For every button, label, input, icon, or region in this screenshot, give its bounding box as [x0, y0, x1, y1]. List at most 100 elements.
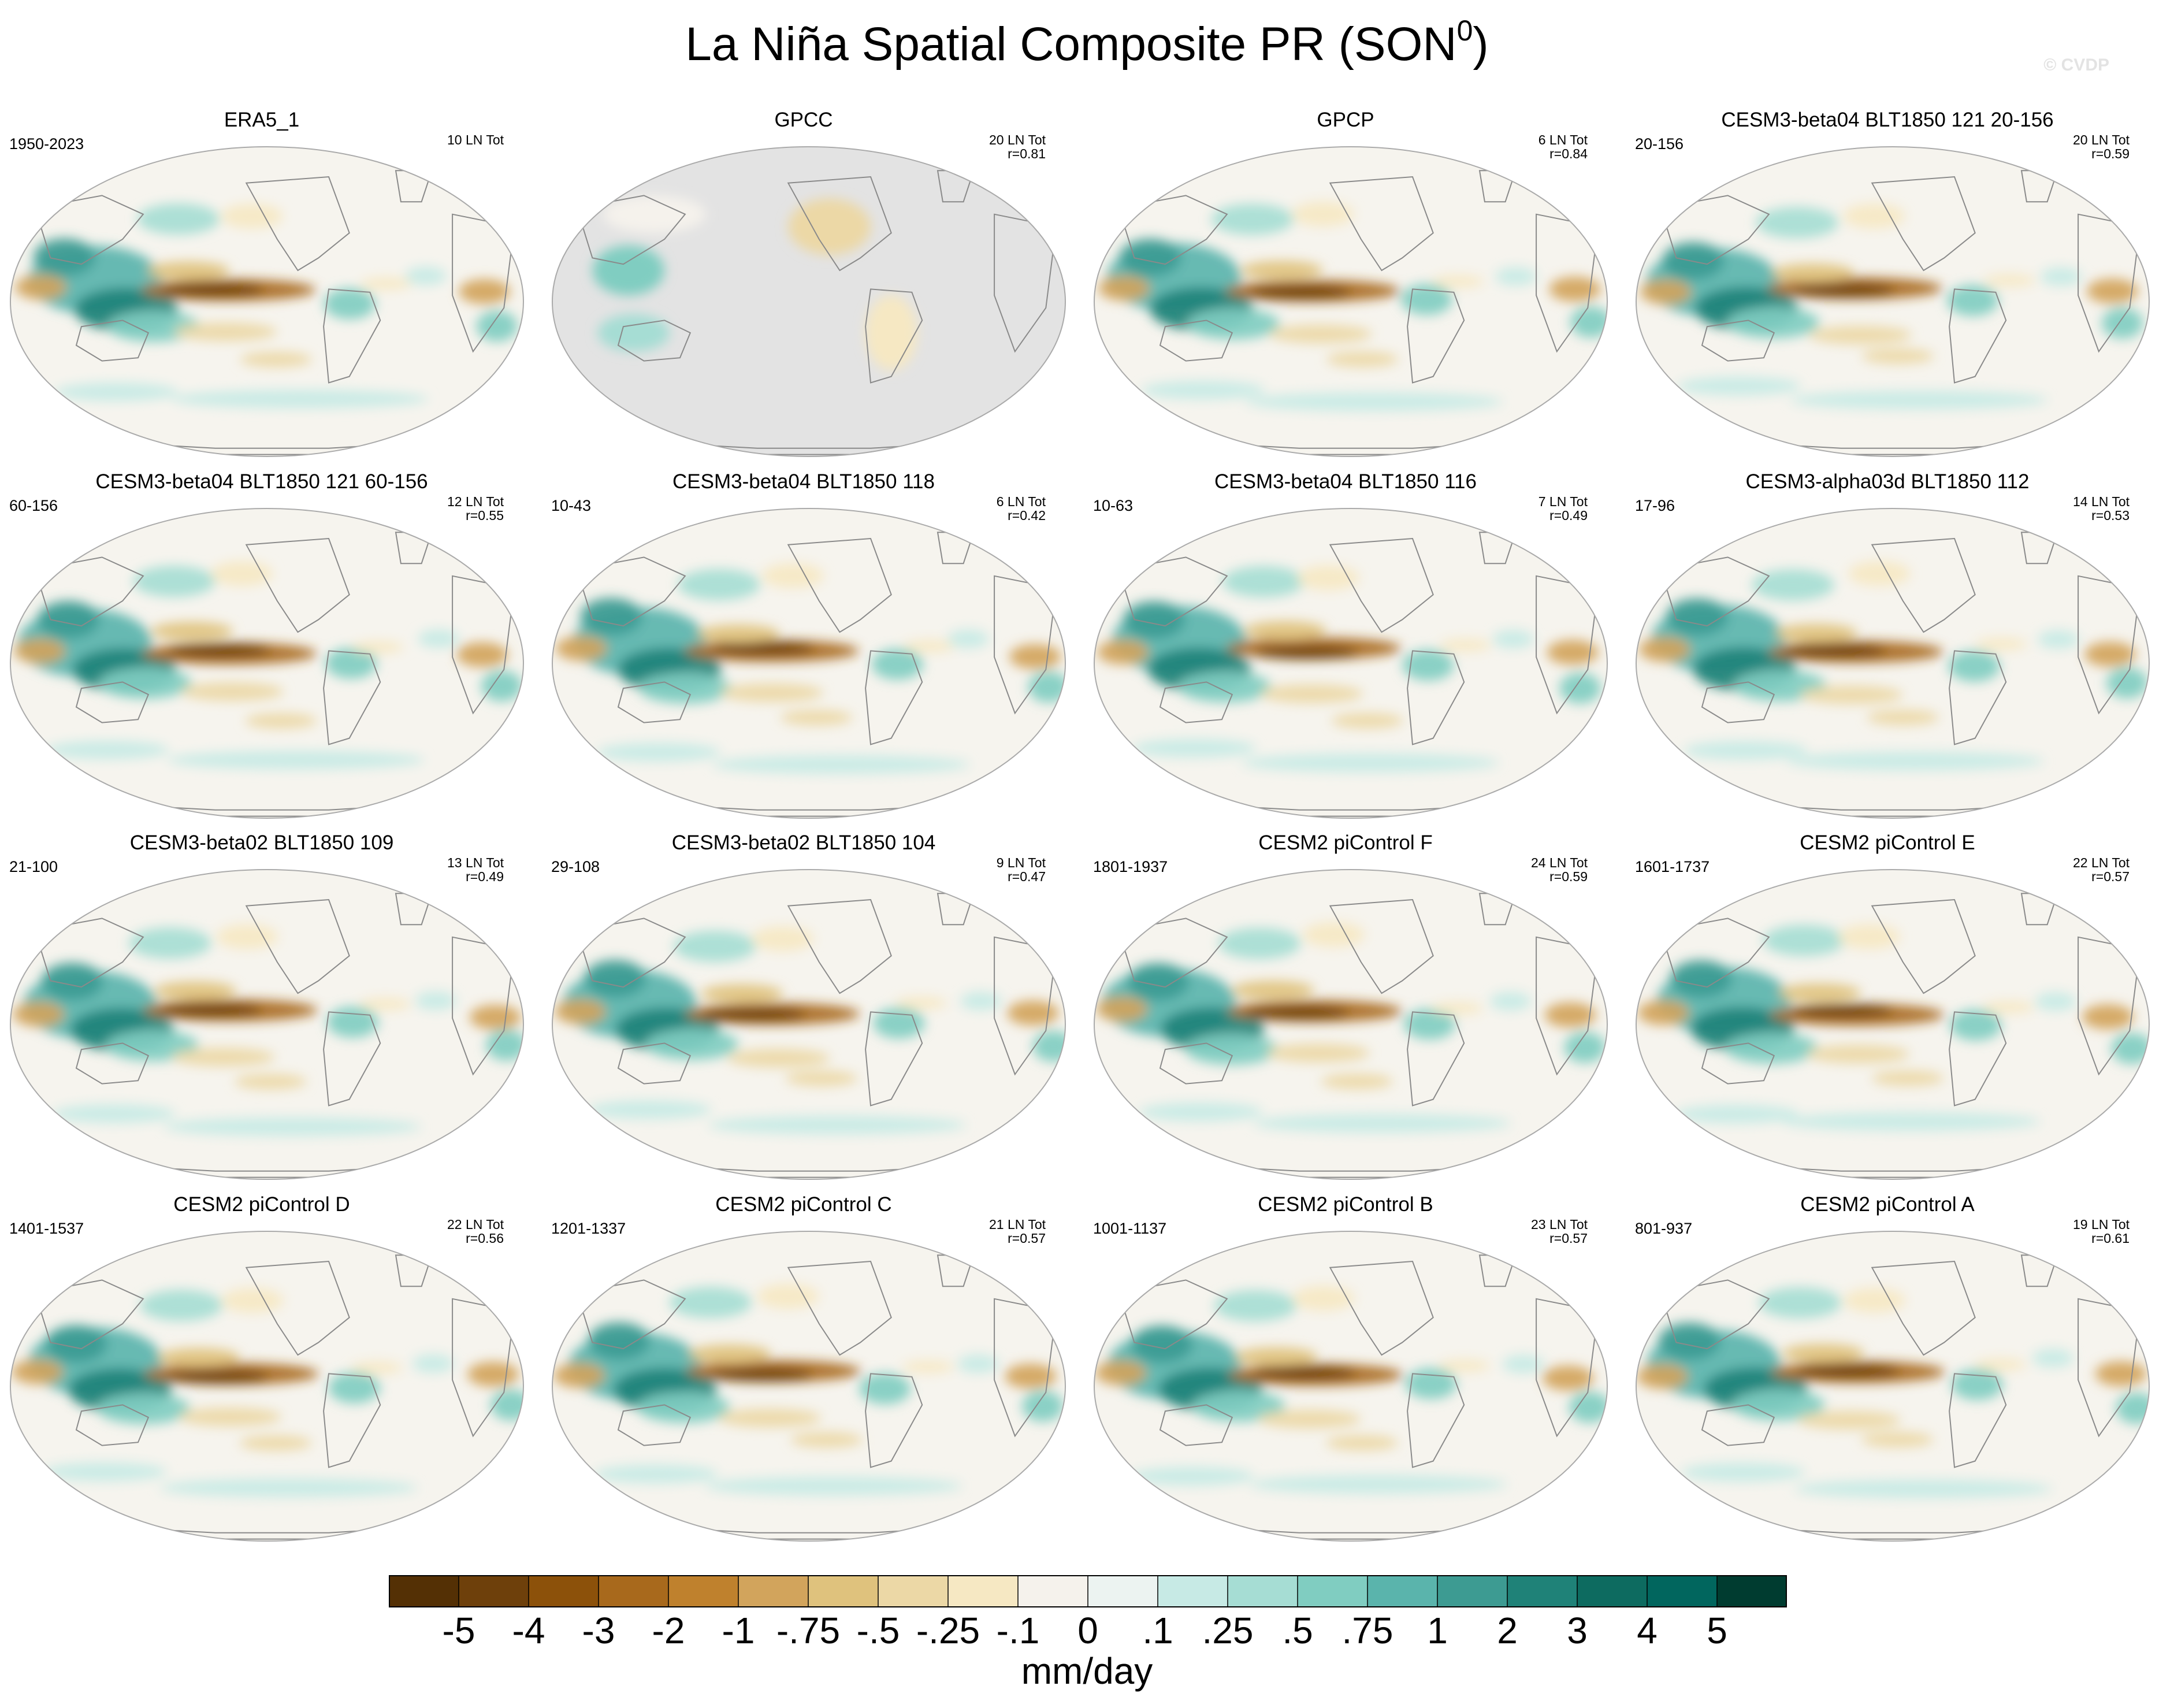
map-border: [1636, 508, 2150, 819]
coastline-2: [1871, 537, 1976, 633]
anomaly-blob-4: [13, 638, 66, 664]
anomaly-blob-7: [1235, 1347, 1318, 1367]
coastline-2: [787, 898, 892, 994]
map-border: [552, 508, 1066, 819]
colorbar-swatch: [668, 1575, 739, 1607]
anomaly-blob-4: [1636, 1364, 1688, 1389]
coastline-3: [865, 1373, 923, 1468]
anomaly-blob-14: [412, 1354, 454, 1373]
map-panel: CESM2 piControl E 1601-1737 22 LN Tot r=0.5…: [1626, 831, 2150, 1189]
figure-title-close: ): [1473, 18, 1489, 70]
anomaly-blob-4: [1096, 996, 1148, 1022]
anomaly-blob-12: [1947, 285, 1999, 317]
anomaly-blob-14: [415, 991, 456, 1011]
coastline-3: [323, 288, 381, 384]
map-panel: CESM2 piControl A 801-937 19 LN Tot r=0.61: [1626, 1194, 2150, 1550]
anomaly-blob-8: [1266, 1044, 1370, 1063]
panel-title: CESM2 piControl E: [1800, 831, 1975, 854]
anomaly-blob-4: [1640, 279, 1692, 305]
anomaly-blob-16: [54, 382, 179, 402]
map-panel: CESM3-beta02 BLT1850 109 21-100 13 LN Tot r…: [0, 833, 524, 1189]
colorbar-swatch: [1717, 1575, 1787, 1607]
anomaly-blob-12: [1402, 649, 1454, 681]
colorbar-units: mm/day: [1021, 1650, 1153, 1692]
anomaly-blob-16: [588, 1100, 712, 1119]
anomaly-blob-15: [1253, 1113, 1511, 1133]
anomaly-blob-4: [1638, 637, 1690, 662]
coastline-0: [1159, 320, 1233, 362]
anomaly-blob-11: [221, 203, 283, 229]
anomaly-blob-15: [163, 1117, 421, 1137]
anomaly-blob-15: [704, 1476, 962, 1496]
panel-years: 10-63: [1093, 497, 1134, 514]
anomaly-blob-11: [752, 926, 814, 952]
anomaly-blob-2: [1119, 239, 1181, 277]
anomaly-blob-18: [476, 310, 518, 342]
anomaly-blob-2: [580, 597, 642, 636]
colorbar-tick-label: .5: [1282, 1610, 1313, 1651]
anomaly-blob-16: [1129, 1466, 1254, 1486]
anomaly-blob-10: [1211, 203, 1294, 235]
anomaly-blob-18: [1570, 306, 1607, 338]
panel-years: 1601-1737: [1635, 858, 1710, 875]
anomaly-blob-15: [1790, 391, 2048, 410]
coastline-0: [617, 320, 692, 362]
map-border: [10, 869, 524, 1180]
anomaly-blob-10: [1218, 927, 1301, 959]
robinson-map: [10, 508, 524, 819]
panel-stats: 22 LN Tot r=0.56: [447, 1217, 504, 1246]
map-panel: CESM3-beta02 BLT1850 104 29-108 9 LN Tot r=…: [542, 833, 1066, 1189]
anomaly-blob-12: [324, 288, 376, 320]
coastline-3: [1949, 288, 2007, 384]
anomaly-blob-16: [1684, 741, 1808, 760]
colorbar-ticks: -5 -4 -3 -2 -1 -.75 -.5 -.25 -.1 0 .1 .25 .5 .75 1 2 3 4 5: [389, 1612, 1787, 1658]
anomaly-blob-3: [1185, 1034, 1279, 1065]
map-panel: CESM2 piControl B 1001-1137 23 LN Tot r=0.5…: [1084, 1194, 1608, 1550]
colorbar-tick-label: 0: [1077, 1610, 1098, 1651]
anomaly-blob-2: [45, 1325, 107, 1363]
coastline-2: [245, 176, 350, 272]
anomaly-blob-18: [1022, 1390, 1064, 1422]
anomaly-blob-3: [1731, 1389, 1825, 1421]
figure-title-text: La Niña Spatial Composite PR (SON: [685, 18, 1457, 70]
panel-stat-line: r=0.57: [2091, 869, 2130, 885]
panel-stat-line: 6 LN Tot: [1538, 132, 1588, 147]
anomaly-blob-6: [1253, 1366, 1357, 1380]
anomaly-blob-17: [2082, 1004, 2134, 1030]
anomaly-blob-2: [588, 1322, 650, 1360]
anomaly-blob-2: [41, 963, 103, 1000]
map-panel: CESM2 piControl C 1201-1337 21 LN Tot r=0.5…: [542, 1194, 1066, 1550]
anomaly-blob-12: [326, 1006, 379, 1038]
anomaly-blob-7: [154, 981, 237, 1001]
anomaly-blob-11: [1848, 561, 1911, 586]
anomaly-blob-9: [785, 1070, 858, 1086]
colorbar-swatch: [1158, 1575, 1228, 1607]
anomaly-blob-10: [140, 1290, 223, 1321]
anomaly-blob-2: [1670, 960, 1732, 998]
colorbar-tick-label: 2: [1497, 1610, 1518, 1651]
anomaly-blob-16: [594, 1464, 718, 1484]
anomaly-blob-18: [2101, 307, 2143, 339]
coastline-2: [1329, 898, 1434, 994]
anomaly-blob-12: [1405, 1368, 1457, 1399]
anomaly-blob-2: [33, 238, 95, 276]
anomaly-blob-3: [99, 667, 192, 699]
anomaly-blob-15: [712, 755, 970, 774]
anomaly-blob-3: [1726, 307, 1820, 339]
anomaly-blob-11: [221, 1288, 284, 1313]
panel-stats: 13 LN Tot r=0.49: [447, 856, 504, 884]
anomaly-blob-16: [1674, 1104, 1798, 1124]
coastline-3: [323, 1011, 381, 1107]
panel-years: 17-96: [1635, 497, 1675, 514]
anomaly-blob-9: [1861, 348, 1934, 364]
coastline-2: [1329, 1260, 1434, 1356]
robinson-map: [10, 869, 524, 1180]
anomaly-blob-7: [157, 1347, 240, 1367]
anomaly-blob-13: [903, 640, 956, 653]
panel-stats: 10 LN Tot: [447, 133, 504, 147]
anomaly-blob-14: [418, 629, 459, 648]
coastline-3: [323, 650, 381, 745]
coastline-2: [787, 537, 892, 633]
anomaly-blob-7: [150, 622, 233, 641]
coastline-1: [1118, 918, 1228, 988]
